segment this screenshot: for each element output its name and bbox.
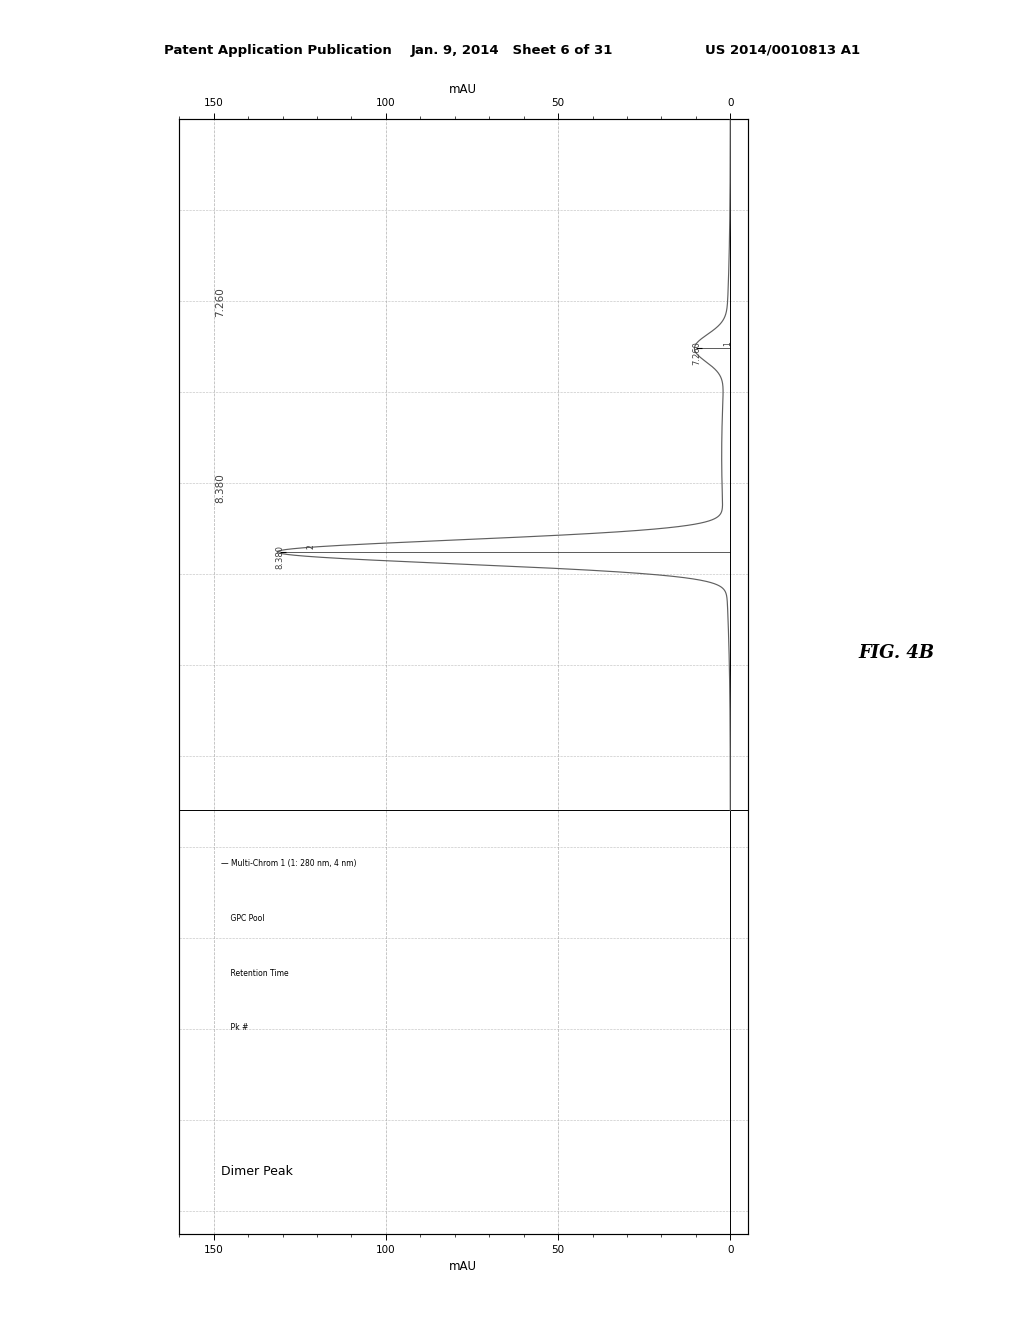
Text: 7.260: 7.260 bbox=[215, 288, 225, 318]
Text: — Multi-Chrom 1 (1: 280 nm, 4 nm): — Multi-Chrom 1 (1: 280 nm, 4 nm) bbox=[220, 859, 356, 869]
Text: FIG. 4B: FIG. 4B bbox=[858, 644, 934, 663]
Text: Dimer Peak: Dimer Peak bbox=[220, 1166, 293, 1179]
Text: Jan. 9, 2014   Sheet 6 of 31: Jan. 9, 2014 Sheet 6 of 31 bbox=[411, 44, 613, 57]
Text: Pk #: Pk # bbox=[220, 1023, 248, 1032]
Text: US 2014/0010813 A1: US 2014/0010813 A1 bbox=[706, 44, 860, 57]
Text: Retention Time: Retention Time bbox=[220, 969, 288, 978]
X-axis label: mAU: mAU bbox=[450, 1261, 477, 1274]
X-axis label: mAU: mAU bbox=[450, 83, 477, 96]
Text: 8.380: 8.380 bbox=[215, 474, 225, 503]
Text: Patent Application Publication: Patent Application Publication bbox=[164, 44, 391, 57]
Text: 1: 1 bbox=[723, 341, 732, 346]
Text: 7.260: 7.260 bbox=[692, 341, 701, 364]
Text: GPC Pool: GPC Pool bbox=[220, 913, 264, 923]
Text: 2: 2 bbox=[306, 545, 315, 549]
Text: 8.380: 8.380 bbox=[275, 545, 285, 569]
